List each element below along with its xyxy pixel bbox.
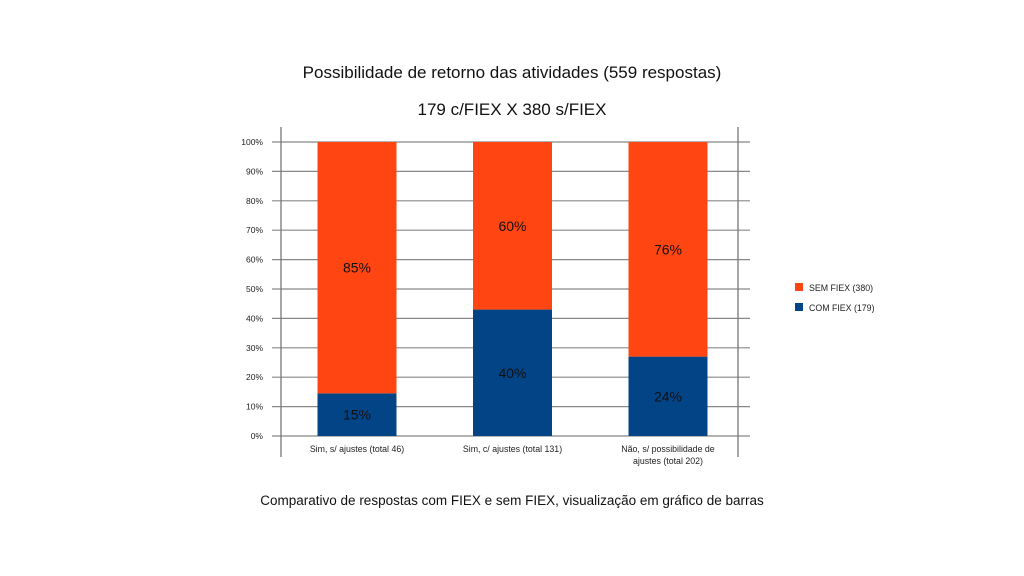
chart-caption: Comparativo de respostas com FIEX e sem … xyxy=(260,493,764,508)
bar-com-fiex xyxy=(317,393,397,436)
legend-label: SEM FIEX (380) xyxy=(809,283,873,293)
y-tick-label: 90% xyxy=(246,166,263,176)
y-tick-label: 50% xyxy=(246,284,263,294)
y-tick-label: 20% xyxy=(246,372,263,382)
y-tick-label: 60% xyxy=(246,255,263,265)
y-tick-label: 40% xyxy=(246,313,263,323)
bar-com-fiex xyxy=(628,356,708,436)
y-tick-label: 100% xyxy=(241,137,263,147)
legend-swatch xyxy=(795,303,803,311)
y-tick-label: 70% xyxy=(246,225,263,235)
y-tick-label: 0% xyxy=(251,431,264,441)
y-tick-label: 10% xyxy=(246,402,263,412)
x-tick-label: Não, s/ possibilidade de xyxy=(621,444,715,454)
x-tick-label: Sim, s/ ajustes (total 46) xyxy=(310,444,404,454)
data-label: 60% xyxy=(498,218,526,234)
bar-com-fiex xyxy=(473,309,552,436)
data-label: 85% xyxy=(343,260,371,276)
data-label: 40% xyxy=(498,365,526,381)
legend-label: COM FIEX (179) xyxy=(809,303,875,313)
y-tick-label: 80% xyxy=(246,196,263,206)
data-label: 24% xyxy=(654,388,682,404)
data-label: 76% xyxy=(654,241,682,257)
bar-sem-fiex xyxy=(628,142,708,357)
legend-swatch xyxy=(795,283,803,291)
x-tick-label: Sim, c/ ajustes (total 131) xyxy=(463,444,562,454)
chart-subtitle: 179 c/FIEX X 380 s/FIEX xyxy=(417,100,607,119)
x-tick-label: ajustes (total 202) xyxy=(633,456,703,466)
chart-title: Possibilidade de retorno das atividades … xyxy=(302,63,722,82)
bar-sem-fiex xyxy=(473,142,552,310)
data-label: 15% xyxy=(343,407,371,423)
bar-sem-fiex xyxy=(317,142,397,394)
y-tick-label: 30% xyxy=(246,343,263,353)
